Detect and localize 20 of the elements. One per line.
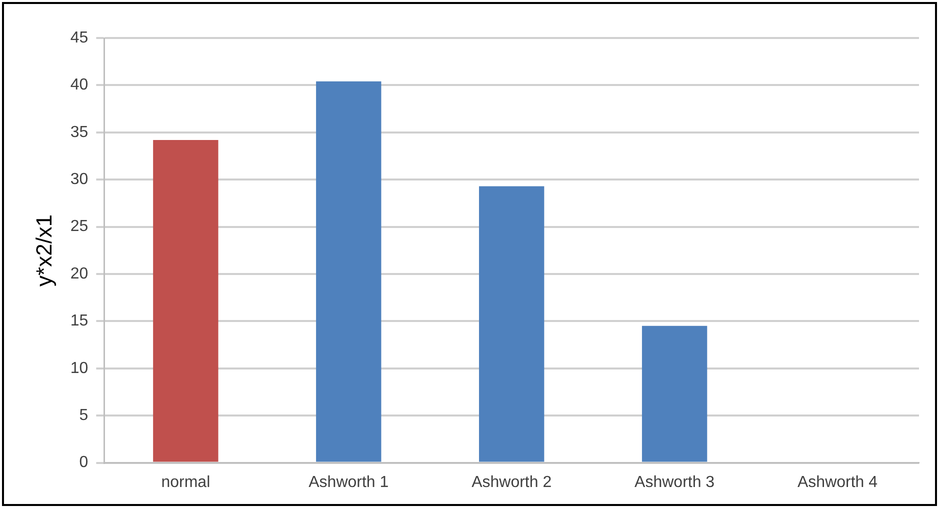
y-tick-label: 15	[70, 312, 88, 330]
y-tick-label: 0	[79, 454, 88, 472]
bar	[479, 186, 544, 462]
y-tick-label: 40	[70, 76, 88, 94]
bar	[316, 81, 382, 462]
y-tick-label: 30	[70, 171, 88, 188]
x-tick-label: normal	[161, 474, 210, 491]
bar	[153, 140, 218, 462]
y-tick-label: 10	[70, 360, 88, 377]
y-tick-label: 5	[79, 407, 88, 424]
x-tick-label: Ashworth 2	[472, 474, 552, 491]
y-tick-label: 35	[70, 124, 88, 141]
y-tick-label: 25	[70, 218, 88, 236]
y-tick-label: 45	[70, 29, 88, 46]
y-tick-label: 20	[70, 265, 88, 282]
x-tick-label: Ashworth 4	[797, 474, 878, 491]
y-axis-title: y*x2/x1	[31, 214, 56, 286]
x-tick-label: Ashworth 3	[634, 474, 715, 491]
x-tick-label: Ashworth 1	[308, 474, 389, 491]
bar	[642, 326, 708, 462]
